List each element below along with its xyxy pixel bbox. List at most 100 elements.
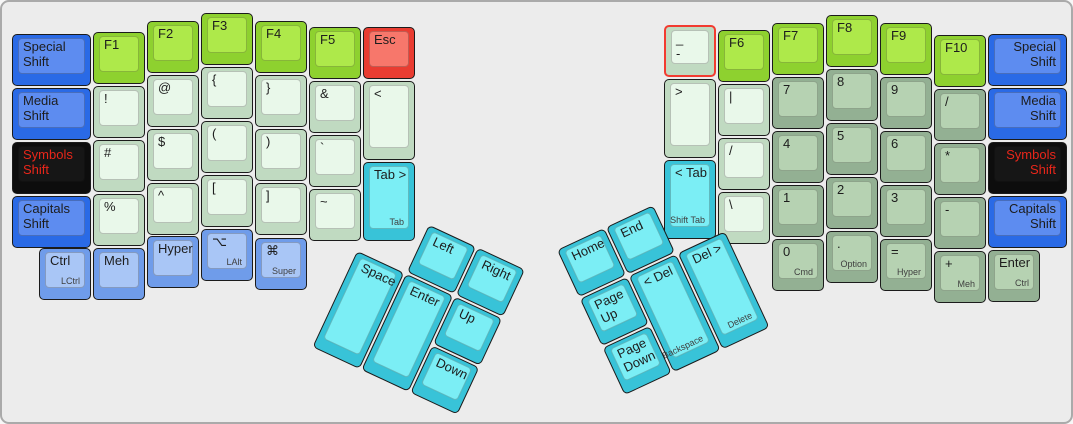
key-plus[interactable]: + Meh xyxy=(934,251,986,303)
key-tilde[interactable]: ~ xyxy=(309,189,361,241)
key-ctrl-left[interactable]: Ctrl LCtrl xyxy=(39,248,91,300)
key-symbols-shift-right[interactable]: Symbols Shift xyxy=(988,142,1067,194)
key-divide-label: / xyxy=(945,94,975,110)
key-f3[interactable]: F3 xyxy=(201,13,253,65)
key-caret[interactable]: ^ xyxy=(147,183,199,235)
key-f5[interactable]: F5 xyxy=(309,27,361,79)
key-tab-forward[interactable]: Tab > Tab xyxy=(363,162,415,241)
key-media-shift-right[interactable]: Media Shift xyxy=(988,88,1067,140)
key-num2[interactable]: 2 xyxy=(826,177,878,229)
key-underscore-dash-label: _ - xyxy=(676,31,704,61)
key-greater-than-cap: > xyxy=(670,83,710,146)
key-backslash[interactable]: \ xyxy=(718,192,770,244)
key-tab-back[interactable]: < Tab Shift Tab xyxy=(664,160,716,239)
key-capitals-shift-left[interactable]: Capitals Shift xyxy=(12,196,91,248)
key-num3[interactable]: 3 xyxy=(880,185,932,237)
key-tilde-cap: ~ xyxy=(315,193,355,229)
key-f10-label-line: F10 xyxy=(945,40,968,55)
key-at-label-line: @ xyxy=(158,80,172,95)
key-left-bracket[interactable]: [ xyxy=(201,175,253,227)
key-underscore-dash[interactable]: _ - xyxy=(664,25,716,77)
key-lalt-corner-label: LAlt xyxy=(226,257,242,267)
key-lalt[interactable]: ⌥ LAlt xyxy=(201,229,253,281)
key-capitals-shift-right-label-line: Shift xyxy=(1029,215,1056,231)
key-arrow-down-label: Down xyxy=(434,355,470,383)
key-num5[interactable]: 5 xyxy=(826,123,878,175)
key-num6[interactable]: 6 xyxy=(880,131,932,183)
key-capitals-shift-right-label: Capitals Shift xyxy=(999,201,1056,231)
key-num1[interactable]: 1 xyxy=(772,185,824,237)
key-dollar[interactable]: $ xyxy=(147,129,199,181)
key-left-paren-label-line: ( xyxy=(212,126,217,141)
key-exclamation[interactable]: ! xyxy=(93,86,145,138)
key-f6[interactable]: F6 xyxy=(718,30,770,82)
key-left-paren[interactable]: ( xyxy=(201,121,253,173)
key-num7[interactable]: 7 xyxy=(772,77,824,129)
key-f10[interactable]: F10 xyxy=(934,35,986,87)
key-multiply-cap: * xyxy=(940,147,980,183)
key-minus-cap: - xyxy=(940,201,980,237)
key-tilde-label-line: ~ xyxy=(320,194,328,209)
key-right-paren[interactable]: ) xyxy=(255,129,307,181)
key-period[interactable]: . Option xyxy=(826,231,878,283)
key-less-than-label-line: < xyxy=(374,86,382,101)
key-num8[interactable]: 8 xyxy=(826,69,878,121)
key-arrow-up-cap: Up xyxy=(443,302,496,353)
key-meh[interactable]: Meh xyxy=(93,248,145,300)
key-page-down-cap: Page Down xyxy=(609,332,662,382)
key-f10-label: F10 xyxy=(945,40,975,56)
key-at[interactable]: @ xyxy=(147,75,199,127)
key-special-shift-left[interactable]: Special Shift xyxy=(12,34,91,86)
key-f2[interactable]: F2 xyxy=(147,21,199,73)
key-exclamation-label-line: ! xyxy=(104,91,108,106)
key-greater-than[interactable]: > xyxy=(664,79,716,158)
key-pipe[interactable]: | xyxy=(718,84,770,136)
key-right-brace[interactable]: } xyxy=(255,75,307,127)
key-arrow-down-cap: Down xyxy=(420,351,473,402)
key-hash[interactable]: # xyxy=(93,140,145,192)
key-multiply[interactable]: * xyxy=(934,143,986,195)
key-num0[interactable]: 0 Cmd xyxy=(772,239,824,291)
key-esc[interactable]: Esc xyxy=(363,27,415,79)
key-f7[interactable]: F7 xyxy=(772,23,824,75)
key-home-label-line: Home xyxy=(569,235,607,264)
key-divide[interactable]: / xyxy=(934,89,986,141)
key-less-than[interactable]: < xyxy=(363,81,415,160)
key-f1[interactable]: F1 xyxy=(93,32,145,84)
key-right-brace-label: } xyxy=(266,80,296,96)
key-ampersand[interactable]: & xyxy=(309,81,361,133)
key-enter-right[interactable]: Enter Ctrl xyxy=(988,250,1040,302)
key-capitals-shift-left-label-line: Shift xyxy=(23,215,50,231)
key-capitals-shift-right[interactable]: Capitals Shift xyxy=(988,196,1067,248)
key-super[interactable]: ⌘ Super xyxy=(255,238,307,290)
key-ampersand-label: & xyxy=(320,86,350,102)
key-left-brace[interactable]: { xyxy=(201,67,253,119)
key-f9[interactable]: F9 xyxy=(880,23,932,75)
key-num4[interactable]: 4 xyxy=(772,131,824,183)
key-equals[interactable]: = Hyper xyxy=(880,239,932,291)
key-plus-cap: + Meh xyxy=(940,255,980,291)
key-tab-forward-cap: Tab > Tab xyxy=(369,166,409,229)
key-special-shift-right[interactable]: Special Shift xyxy=(988,34,1067,86)
key-del-back-corner-label: Backspace xyxy=(660,333,705,361)
key-right-bracket[interactable]: ] xyxy=(255,183,307,235)
key-minus[interactable]: - xyxy=(934,197,986,249)
key-backtick[interactable]: ` xyxy=(309,135,361,187)
key-divide-cap: / xyxy=(940,93,980,129)
key-percent[interactable]: % xyxy=(93,194,145,246)
key-right-paren-label-line: ) xyxy=(266,134,271,149)
key-capitals-shift-left-cap: Capitals Shift xyxy=(18,200,85,236)
key-media-shift-left[interactable]: Media Shift xyxy=(12,88,91,140)
key-period-corner-label: Option xyxy=(840,259,867,269)
key-hyper[interactable]: Hyper xyxy=(147,236,199,288)
key-plus-label-line: + xyxy=(945,256,953,271)
key-slash[interactable]: / xyxy=(718,138,770,190)
key-media-shift-right-cap: Media Shift xyxy=(994,92,1061,128)
key-f4[interactable]: F4 xyxy=(255,21,307,73)
key-equals-cap: = Hyper xyxy=(886,243,926,279)
key-f7-label: F7 xyxy=(783,28,813,44)
key-f8[interactable]: F8 xyxy=(826,15,878,67)
key-super-label-line: ⌘ xyxy=(266,243,279,258)
key-num9[interactable]: 9 xyxy=(880,77,932,129)
key-symbols-shift-left[interactable]: Symbols Shift xyxy=(12,142,91,194)
